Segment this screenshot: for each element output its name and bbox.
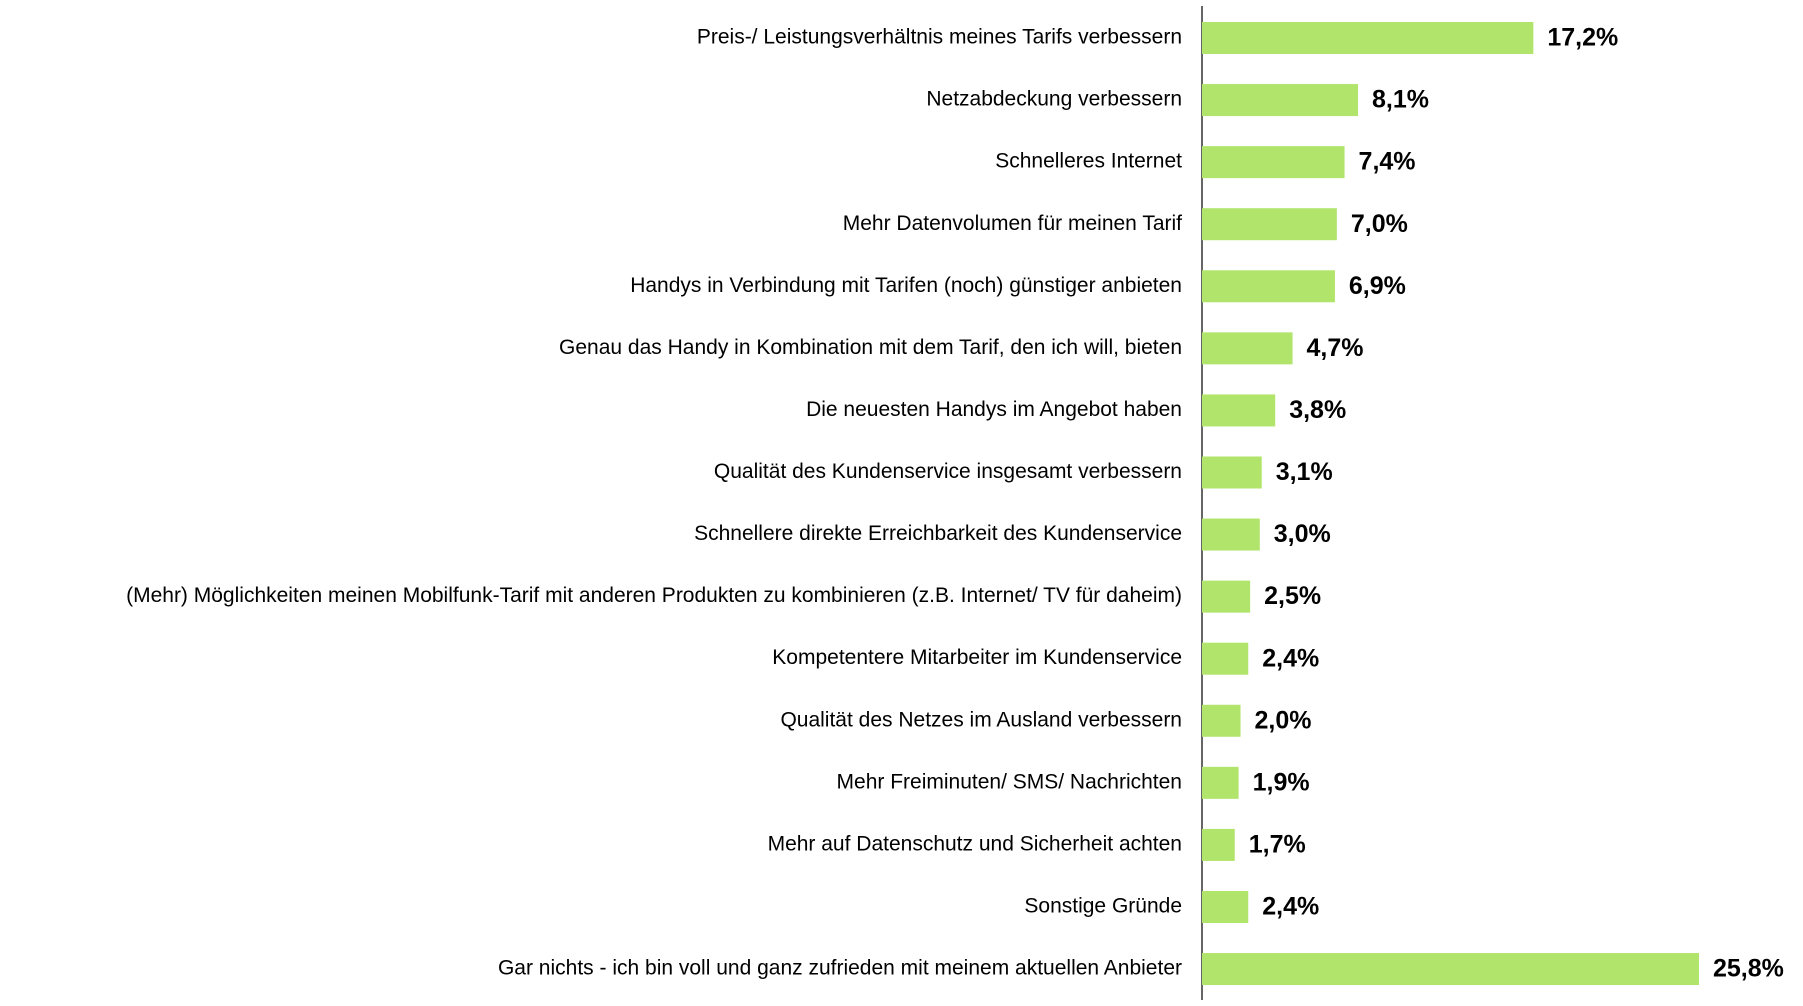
category-label: Netzabdeckung verbessern — [926, 88, 1182, 111]
category-label: Mehr Datenvolumen für meinen Tarif — [843, 212, 1182, 235]
category-label: Qualität des Netzes im Ausland verbesser… — [780, 708, 1182, 731]
value-label: 4,7% — [1307, 334, 1364, 362]
value-label: 3,0% — [1274, 520, 1331, 548]
value-label: 3,8% — [1289, 396, 1346, 424]
value-label: 25,8% — [1713, 955, 1784, 983]
category-label: Gar nichts - ich bin voll und ganz zufri… — [498, 957, 1182, 980]
value-label: 8,1% — [1372, 86, 1429, 114]
category-label: Die neuesten Handys im Angebot haben — [806, 398, 1182, 421]
category-label: (Mehr) Möglichkeiten meinen Mobilfunk-Ta… — [126, 584, 1182, 607]
value-label: 7,0% — [1351, 210, 1408, 238]
bar — [1202, 394, 1276, 427]
value-label: 6,9% — [1349, 272, 1406, 300]
value-label: 7,4% — [1359, 148, 1416, 176]
category-label: Genau das Handy in Kombination mit dem T… — [559, 336, 1182, 359]
value-label: 3,1% — [1276, 458, 1333, 486]
bar — [1202, 953, 1699, 986]
category-label: Kompetentere Mitarbeiter im Kundenservic… — [772, 646, 1182, 669]
bar — [1202, 580, 1251, 613]
category-label: Mehr auf Datenschutz und Sicherheit acht… — [768, 832, 1182, 855]
bar — [1202, 704, 1241, 737]
value-label: 2,5% — [1264, 582, 1321, 610]
value-label: 1,7% — [1249, 831, 1306, 859]
category-label: Handys in Verbindung mit Tarifen (noch) … — [630, 274, 1182, 297]
category-label: Preis-/ Leistungsverhältnis meines Tarif… — [697, 26, 1182, 49]
bar — [1202, 208, 1337, 241]
category-label: Mehr Freiminuten/ SMS/ Nachrichten — [837, 770, 1182, 793]
bar — [1202, 146, 1345, 179]
bar — [1202, 456, 1262, 489]
bar — [1202, 270, 1335, 303]
bar — [1202, 332, 1293, 365]
category-label: Schnelleres Internet — [995, 150, 1182, 173]
value-label: 2,4% — [1262, 644, 1319, 672]
value-label: 2,4% — [1262, 893, 1319, 921]
value-label: 2,0% — [1255, 706, 1312, 734]
category-label: Schnellere direkte Erreichbarkeit des Ku… — [694, 522, 1182, 545]
bar — [1202, 518, 1260, 551]
bar — [1202, 828, 1235, 861]
value-label: 17,2% — [1547, 24, 1618, 52]
bar — [1202, 766, 1239, 799]
value-label: 1,9% — [1253, 768, 1310, 796]
bar — [1202, 642, 1249, 675]
category-label: Qualität des Kundenservice insgesamt ver… — [714, 460, 1182, 483]
bar — [1202, 84, 1359, 117]
bar — [1202, 890, 1249, 923]
bar — [1202, 22, 1534, 54]
category-label: Sonstige Gründe — [1024, 895, 1182, 918]
